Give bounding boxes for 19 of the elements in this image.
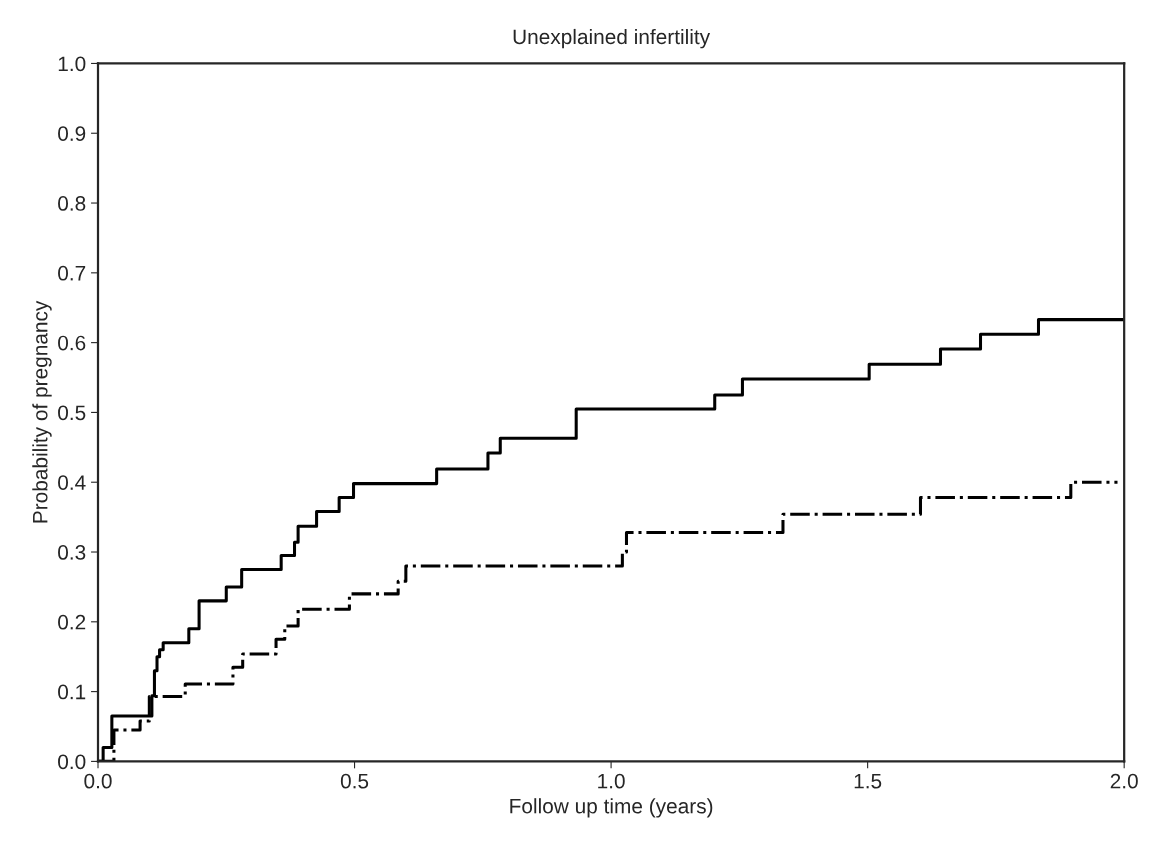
x-axis-title: Follow up time (years) [510,798,713,818]
y-tick-label: 0.4 [58,475,86,490]
y-tick-label: 1.0 [58,56,86,72]
y-tick-label: 0.6 [58,335,86,351]
x-tick-label: 2.0 [1110,773,1138,789]
y-tick-label: 0.9 [58,126,86,141]
x-tick-label: 0.5 [340,773,369,789]
x-tick-label: 1.5 [854,773,882,789]
chart-title: Unexplained infertility [513,28,711,49]
y-tick-label: 0.1 [58,684,86,700]
y-tick-label: 0.2 [58,614,86,630]
x-tick-label: 0.0 [84,773,112,789]
y-axis-title: Probability of pregnancy [32,300,52,523]
y-tick-label: 0.7 [58,265,86,281]
y-tick-label: 0.5 [58,405,86,421]
y-tick-label: 0.8 [58,196,86,211]
x-tick-label: 1.0 [598,773,625,789]
y-tick-label: 0.0 [58,754,86,770]
y-tick-label: 0.3 [58,545,86,560]
